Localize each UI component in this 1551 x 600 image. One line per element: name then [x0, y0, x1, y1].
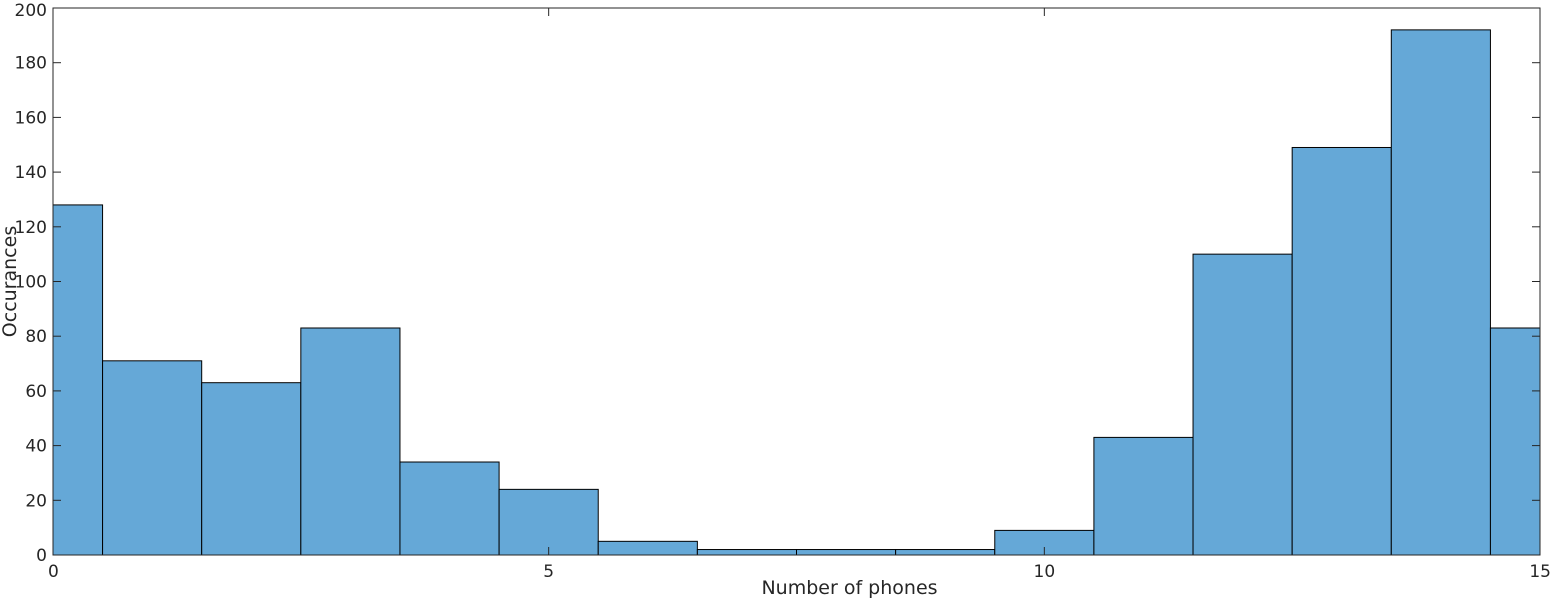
y-axis: 0 20 40 60 80 100 120 140 160 180 200 — [15, 1, 1540, 566]
y-tick-label: 180 — [15, 54, 47, 74]
y-tick-label: 100 — [15, 273, 47, 293]
plot-area — [52, 29, 1541, 556]
histogram-bar — [300, 327, 401, 556]
y-tick-label: 120 — [15, 218, 47, 238]
histogram-bar — [1489, 327, 1541, 556]
bars-group — [52, 29, 1541, 556]
histogram-bar — [1390, 29, 1491, 556]
histogram-bar — [102, 360, 203, 556]
x-axis-title: Number of phones — [761, 577, 937, 599]
histogram-bar — [498, 488, 599, 556]
x-tick-label: 10 — [1034, 562, 1056, 582]
y-tick-label: 40 — [25, 437, 47, 457]
y-tick-label: 0 — [36, 546, 47, 566]
histogram-bar — [597, 540, 698, 556]
histogram-bar — [1093, 436, 1194, 556]
histogram-bar — [1291, 146, 1392, 556]
histogram-bar — [895, 549, 996, 556]
y-tick-label: 200 — [15, 1, 47, 21]
histogram-bar — [52, 204, 104, 556]
y-tick-label: 60 — [25, 382, 47, 402]
x-tick-label: 0 — [48, 562, 59, 582]
y-tick-label: 20 — [25, 491, 47, 511]
y-tick-label: 140 — [15, 163, 47, 183]
histogram-bar — [696, 549, 797, 556]
histogram-bar — [399, 461, 500, 556]
histogram-bar — [201, 382, 302, 556]
histogram-bar — [796, 549, 897, 556]
y-tick-label: 80 — [25, 327, 47, 347]
y-axis-title: Occurances — [0, 226, 21, 337]
x-tick-label: 15 — [1529, 562, 1551, 582]
y-tick-label: 160 — [15, 108, 47, 128]
x-axis: 0 5 10 15 — [48, 8, 1551, 582]
x-tick-label: 5 — [543, 562, 554, 582]
histogram-bar — [1192, 253, 1293, 556]
